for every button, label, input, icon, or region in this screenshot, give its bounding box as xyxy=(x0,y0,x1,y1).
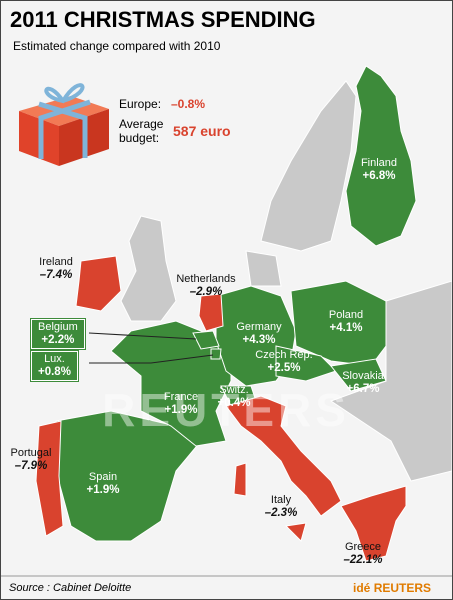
country-name: Lux. xyxy=(44,353,65,365)
europe-label: Europe: xyxy=(119,97,162,111)
country-name: Germany xyxy=(236,321,282,333)
country-name: Finland xyxy=(360,157,398,169)
country-label: Czech Rep. +2.5% xyxy=(255,349,312,375)
country-change: –7.9% xyxy=(14,460,48,472)
country-change: +6.7% xyxy=(346,383,380,395)
country-change: –2.9% xyxy=(189,286,223,298)
country-label: Netherlands –2.9% xyxy=(176,273,235,299)
country-name: France xyxy=(163,391,199,403)
logo-prefix: idé xyxy=(353,581,371,595)
country-label: Italy –2.3% xyxy=(265,494,298,520)
country-change: +2.5% xyxy=(267,362,301,374)
leader-lines xyxy=(88,332,214,364)
country-name: Italy xyxy=(270,494,292,506)
country-change: +1.9% xyxy=(164,404,198,416)
country-label: Portugal –7.9% xyxy=(11,447,52,473)
budget-label: Average budget: xyxy=(119,117,164,145)
country-change: +1.9% xyxy=(86,484,120,496)
europe-value: –0.8% xyxy=(171,97,206,111)
country-change: +2.2% xyxy=(41,334,75,346)
country-change: +6.8% xyxy=(362,170,396,182)
country-name: Belgium xyxy=(38,321,78,333)
country-label: France +1.9% xyxy=(164,391,198,417)
logo-text: REUTERS xyxy=(373,581,432,595)
country-label: Ireland –7.4% xyxy=(39,256,73,282)
country-name: Greece xyxy=(344,541,382,553)
country-label: Lux. +0.8% xyxy=(30,350,79,382)
country-name: Netherlands xyxy=(176,273,236,285)
watermark: REUTERS xyxy=(102,384,350,436)
country-name: Poland xyxy=(328,309,364,321)
subtitle: Estimated change compared with 2010 xyxy=(13,39,221,53)
country-label: Spain +1.9% xyxy=(87,471,120,497)
country-name: Ireland xyxy=(39,256,73,268)
countries xyxy=(35,65,417,562)
country-change: +4.3% xyxy=(242,334,276,346)
country-label: Greece –22.1% xyxy=(343,541,382,567)
country-name: Czech Rep. xyxy=(255,349,313,361)
country-label: Finland +6.8% xyxy=(361,157,397,183)
country-change: +4.1% xyxy=(329,322,363,334)
logo: idé REUTERS xyxy=(353,581,431,595)
country-change: –22.1% xyxy=(343,554,383,566)
country-change: +0.8% xyxy=(38,366,71,378)
gift-icon xyxy=(19,83,109,166)
source: Source : Cabinet Deloitte xyxy=(9,582,132,594)
country-name: Switz. xyxy=(219,384,249,396)
budget-value: 587 euro xyxy=(173,123,231,139)
country-change: –7.4% xyxy=(39,269,73,281)
country-change: –2.3% xyxy=(264,507,298,519)
country-name: Portugal xyxy=(10,447,52,459)
country-label: Germany +4.3% xyxy=(236,321,281,347)
other-land xyxy=(120,80,452,482)
country-name: Slovakia xyxy=(342,370,384,382)
country-label: Poland +4.1% xyxy=(329,309,363,335)
country-label: Slovakia +6.7% xyxy=(342,370,384,396)
title: 2011 CHRISTMAS SPENDING xyxy=(10,7,316,32)
country-change: +0.4% xyxy=(217,397,251,409)
country-name: Spain xyxy=(88,471,118,483)
country-label: Switz. +0.4% xyxy=(218,384,251,410)
country-label: Belgium +2.2% xyxy=(30,318,86,350)
